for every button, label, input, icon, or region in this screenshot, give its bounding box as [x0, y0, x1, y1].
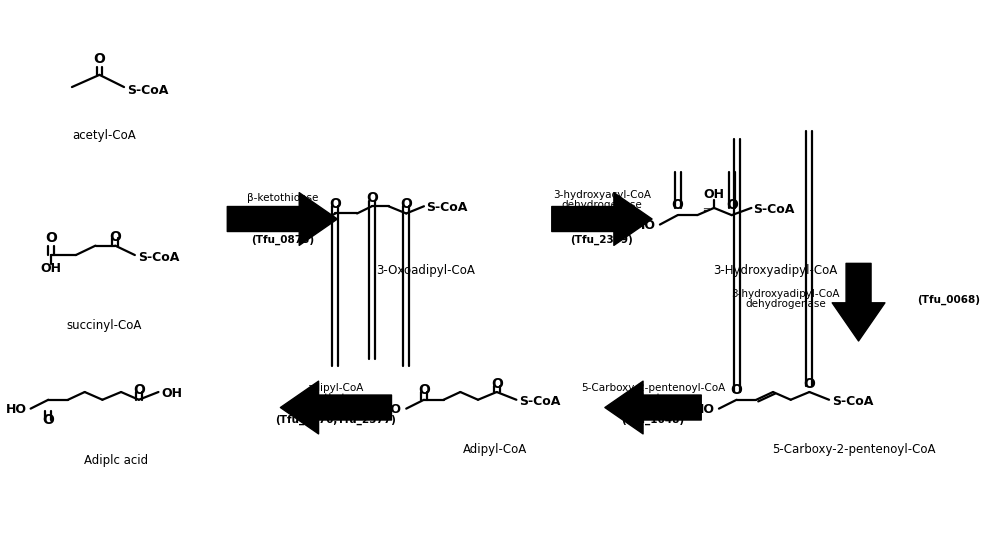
Text: succinyl-CoA: succinyl-CoA — [67, 319, 142, 332]
Text: dehydrogenase: dehydrogenase — [745, 299, 826, 309]
Text: dehydrogenase: dehydrogenase — [562, 199, 642, 209]
Text: S-CoA: S-CoA — [519, 395, 561, 408]
Text: (Tfu_1648): (Tfu_1648) — [621, 415, 685, 426]
Text: S-CoA: S-CoA — [138, 251, 179, 264]
Text: reductase: reductase — [627, 393, 679, 403]
Text: (Tfu_0068): (Tfu_0068) — [918, 294, 981, 305]
Text: O: O — [400, 197, 412, 211]
Text: 5-Carboxy-2-pentenoyl-CoA: 5-Carboxy-2-pentenoyl-CoA — [581, 383, 725, 393]
Text: 3-hydroxyadipyl-CoA: 3-hydroxyadipyl-CoA — [732, 289, 840, 299]
Text: O: O — [731, 384, 743, 398]
Text: 3-Hydroxyadipyl-CoA: 3-Hydroxyadipyl-CoA — [713, 264, 837, 277]
Text: O: O — [672, 198, 684, 212]
Text: O: O — [726, 198, 738, 212]
Text: O: O — [418, 384, 430, 398]
Text: Adipyl-CoA: Adipyl-CoA — [463, 442, 527, 456]
Text: S-CoA: S-CoA — [127, 84, 168, 97]
Text: (Tfu_2399): (Tfu_2399) — [571, 235, 633, 245]
Text: OH: OH — [704, 188, 725, 200]
Text: S-CoA: S-CoA — [426, 202, 467, 214]
Text: HO: HO — [381, 403, 402, 416]
Text: ═: ═ — [703, 205, 709, 215]
Text: O: O — [94, 52, 105, 66]
Text: HO: HO — [6, 403, 27, 416]
Text: HO: HO — [635, 219, 656, 232]
Text: HO: HO — [293, 218, 314, 231]
Text: O: O — [491, 377, 503, 391]
Text: 5-Carboxy-2-pentenoyl-CoA: 5-Carboxy-2-pentenoyl-CoA — [772, 442, 935, 456]
Text: O: O — [109, 230, 121, 244]
Text: O: O — [133, 384, 145, 398]
Text: (Tfu_2576,Tfu_2577): (Tfu_2576,Tfu_2577) — [275, 415, 396, 426]
Text: 3-Oxoadipyl-CoA: 3-Oxoadipyl-CoA — [376, 264, 475, 277]
Text: Adiplc acid: Adiplc acid — [84, 454, 148, 466]
Text: adipyl-CoA: adipyl-CoA — [307, 383, 364, 393]
Text: 3-hydroxyacyl-CoA: 3-hydroxyacyl-CoA — [553, 190, 651, 200]
Text: O: O — [45, 231, 57, 245]
Text: HO: HO — [694, 403, 715, 416]
Text: O: O — [330, 197, 341, 211]
Text: β-ketothioase: β-ketothioase — [247, 193, 318, 203]
Text: O: O — [366, 192, 378, 206]
Text: O: O — [42, 413, 54, 427]
Text: O: O — [803, 377, 815, 391]
Text: OH: OH — [161, 387, 182, 400]
Text: S-CoA: S-CoA — [753, 203, 795, 216]
Text: S-CoA: S-CoA — [832, 395, 873, 408]
Text: acetyl-CoA: acetyl-CoA — [72, 129, 136, 142]
Text: (Tfu_0875): (Tfu_0875) — [251, 235, 314, 245]
Text: synthetase: synthetase — [307, 393, 364, 403]
Text: OH: OH — [41, 263, 62, 276]
